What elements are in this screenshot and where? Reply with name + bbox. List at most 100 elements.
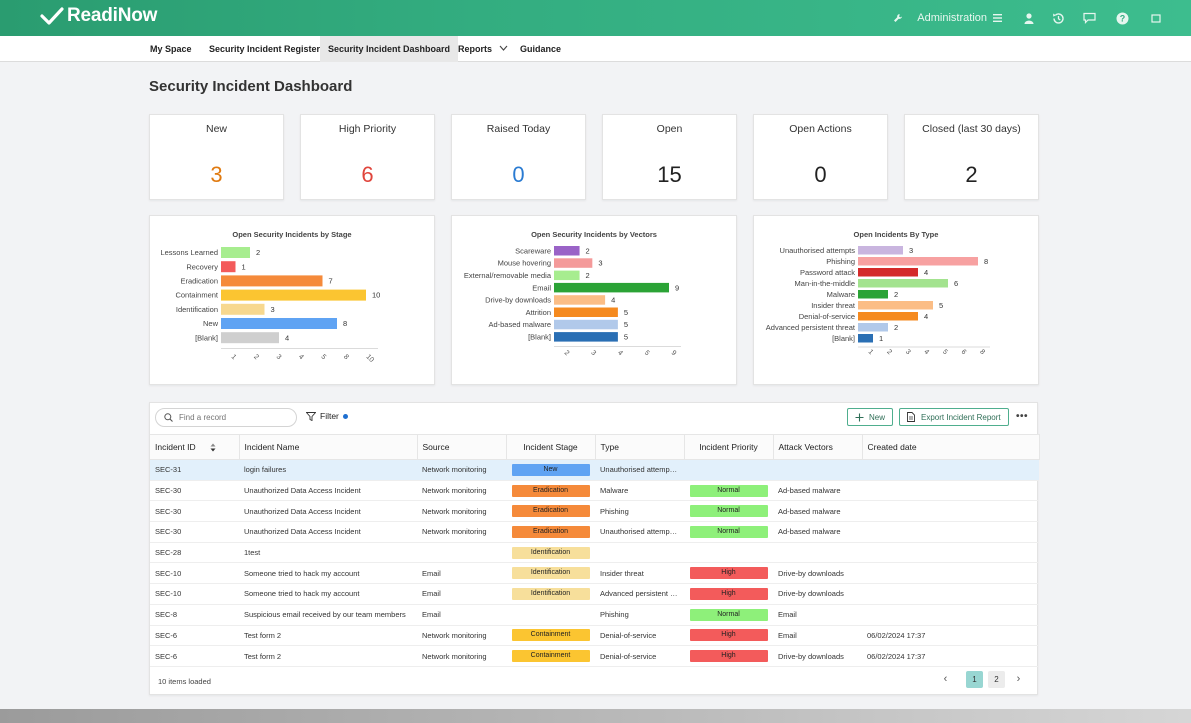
bar bbox=[554, 282, 669, 293]
more-options-icon[interactable]: ••• bbox=[1015, 411, 1028, 422]
data-label: 3 bbox=[598, 259, 602, 268]
chevron-down-icon bbox=[499, 45, 508, 51]
cell-attack-vectors: Drive-by downloads bbox=[773, 562, 862, 585]
column-header-created-date[interactable]: Created date bbox=[862, 434, 1040, 460]
column-header-incident-stage[interactable]: Incident Stage bbox=[506, 434, 596, 460]
new-button[interactable]: New bbox=[847, 408, 894, 426]
kpi-raised-today-card[interactable]: Raised Today 0 bbox=[451, 114, 586, 200]
search-box[interactable] bbox=[155, 408, 297, 427]
cell-created-date bbox=[862, 604, 1039, 626]
column-header-type[interactable]: Type bbox=[595, 434, 685, 460]
kpi-open-card[interactable]: Open 15 bbox=[602, 114, 737, 200]
table-row[interactable]: SEC-30 Unauthorized Data Access Incident N… bbox=[150, 500, 1039, 523]
administration-menu[interactable]: Administration bbox=[917, 12, 1002, 24]
tick-label: 2 bbox=[885, 348, 893, 356]
column-header-incident-name[interactable]: Incident Name bbox=[239, 434, 418, 460]
kpi-value: 3 bbox=[210, 162, 223, 187]
expand-icon[interactable] bbox=[1151, 13, 1161, 23]
sort-icon bbox=[210, 443, 216, 452]
page-button-1[interactable]: 1 bbox=[966, 671, 983, 688]
filter-button[interactable]: Filter bbox=[306, 411, 348, 421]
cell-created-date bbox=[862, 500, 1039, 523]
administration-label: Administration bbox=[917, 12, 987, 24]
cell-incident-priority-badge: High bbox=[689, 629, 768, 642]
tick-label: 4 bbox=[297, 353, 305, 361]
column-header-source[interactable]: Source bbox=[417, 434, 507, 460]
table-row[interactable]: SEC-10 Someone tried to hack my account Em… bbox=[150, 583, 1039, 605]
cell-attack-vectors: Ad-based malware bbox=[773, 480, 862, 502]
cell-created-date bbox=[862, 542, 1039, 564]
category-label: Identification bbox=[176, 305, 218, 314]
table-row[interactable]: SEC-6 Test form 2 Network monitoring Contai… bbox=[150, 625, 1039, 647]
cell-type: Unauthorised attemp… bbox=[595, 459, 684, 481]
bar bbox=[858, 334, 873, 343]
category-label: Password attack bbox=[800, 268, 855, 277]
nav-security-incident-dashboard[interactable]: Security Incident Dashboard bbox=[320, 36, 459, 62]
user-icon[interactable] bbox=[1024, 12, 1034, 24]
nav-security-incident-register[interactable]: Security Incident Register bbox=[209, 44, 321, 54]
table-row[interactable]: SEC-30 Unauthorized Data Access Incident N… bbox=[150, 480, 1039, 502]
chat-icon[interactable] bbox=[1083, 12, 1096, 24]
category-label: Denial-of-service bbox=[799, 312, 855, 321]
nav-reports[interactable]: Reports bbox=[450, 36, 518, 62]
cell-attack-vectors: Email bbox=[773, 625, 862, 647]
kpi-high-priority-card[interactable]: High Priority 6 bbox=[300, 114, 435, 200]
cell-incident-stage: Containment bbox=[506, 645, 595, 667]
kpi-open-actions-card[interactable]: Open Actions 0 bbox=[753, 114, 888, 200]
export-report-button[interactable]: Export Incident Report bbox=[899, 408, 1009, 426]
tick-label: 8 bbox=[978, 348, 986, 356]
kpi-closed-card[interactable]: Closed (last 30 days) 2 bbox=[904, 114, 1039, 200]
tick-label: 8 bbox=[342, 353, 350, 361]
kpi-new-card[interactable]: New 3 bbox=[149, 114, 284, 200]
table-row[interactable]: SEC-6 Test form 2 Network monitoring Contai… bbox=[150, 645, 1039, 667]
next-page-icon[interactable]: › bbox=[1016, 673, 1021, 685]
cell-incident-priority-badge: High bbox=[689, 567, 768, 580]
export-button-label: Export Incident Report bbox=[921, 412, 1001, 422]
nav-guidance[interactable]: Guidance bbox=[520, 44, 562, 54]
nav-my-space[interactable]: My Space bbox=[150, 44, 192, 54]
top-bar: ReadiNow Administration ? bbox=[0, 0, 1191, 36]
tick-label: 4 bbox=[616, 349, 624, 357]
cell-incident-priority-badge: High bbox=[689, 650, 768, 663]
tick-label: 3 bbox=[904, 348, 912, 356]
tick-label: 10 bbox=[364, 353, 375, 364]
bar bbox=[554, 258, 593, 268]
cell-attack-vectors: Email bbox=[773, 604, 862, 626]
document-icon bbox=[907, 412, 915, 422]
previous-page-icon[interactable]: ‹ bbox=[943, 673, 948, 685]
wrench-icon[interactable] bbox=[893, 13, 903, 23]
data-label: 7 bbox=[329, 277, 333, 286]
data-label: 2 bbox=[894, 323, 898, 332]
cell-incident-priority bbox=[684, 542, 773, 564]
data-label: 1 bbox=[242, 262, 246, 271]
column-header-incident-priority[interactable]: Incident Priority bbox=[684, 434, 774, 460]
cell-incident-name: Suspicious email received by our team me… bbox=[239, 604, 417, 626]
table-row[interactable]: SEC-30 Unauthorized Data Access Incident N… bbox=[150, 521, 1039, 543]
checkmark-logo-icon bbox=[40, 7, 64, 25]
data-label: 3 bbox=[271, 305, 275, 314]
tick-label: 1 bbox=[867, 348, 875, 356]
cell-incident-name: Unauthorized Data Access Incident bbox=[239, 521, 417, 543]
table-row[interactable]: SEC-28 1test Identification bbox=[150, 542, 1039, 564]
category-label: [Blank] bbox=[832, 334, 855, 343]
cell-incident-stage: New bbox=[506, 459, 595, 481]
app-logo[interactable]: ReadiNow bbox=[40, 5, 157, 27]
cell-incident-priority-badge: Normal bbox=[689, 484, 768, 497]
incident-table: Incident ID Incident Name Source Inciden… bbox=[150, 434, 1040, 667]
column-header-incident-id[interactable]: Incident ID bbox=[150, 434, 240, 460]
column-header-attack-vectors[interactable]: Attack Vectors bbox=[773, 434, 863, 460]
table-row[interactable]: SEC-8 Suspicious email received by our te… bbox=[150, 604, 1039, 626]
kpi-label: New bbox=[205, 123, 227, 135]
nav-reports-label: Reports bbox=[458, 44, 493, 54]
category-label: External/removable media bbox=[464, 271, 552, 280]
table-row[interactable]: SEC-10 Someone tried to hack my account Em… bbox=[150, 562, 1039, 585]
cell-incident-priority-badge: High bbox=[689, 587, 768, 600]
vectors-bar-chart: Scareware 2 Mouse hovering 3 External/remova… bbox=[464, 246, 681, 357]
table-row[interactable]: SEC-31 login failures Network monitoring Ne… bbox=[150, 459, 1039, 481]
cell-type: Unauthorised attemp… bbox=[595, 521, 684, 543]
history-icon[interactable] bbox=[1052, 12, 1065, 25]
cell-source: Email bbox=[417, 562, 506, 585]
page-button-2[interactable]: 2 bbox=[988, 671, 1005, 688]
search-input[interactable] bbox=[179, 413, 289, 422]
help-icon[interactable]: ? bbox=[1116, 12, 1129, 25]
